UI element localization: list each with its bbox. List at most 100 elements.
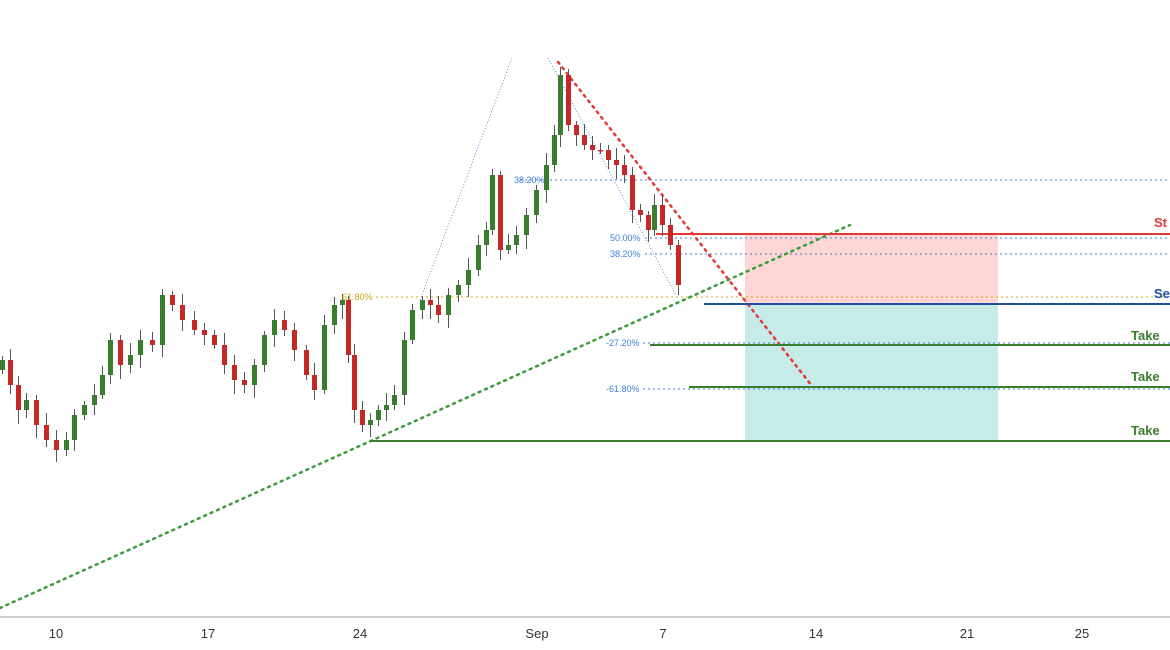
candle-up [262, 335, 267, 365]
candle-up [100, 375, 105, 395]
candle-up [252, 365, 257, 385]
candle-up [534, 190, 539, 215]
candle-up [524, 215, 529, 235]
candle-down [16, 385, 21, 410]
x-tick-label: 24 [353, 626, 367, 641]
candle-up [128, 355, 133, 365]
candle-up [340, 300, 345, 305]
candle-down [312, 375, 317, 390]
candle-up [160, 295, 165, 345]
candle-down [242, 380, 247, 385]
candle-up [446, 295, 451, 315]
candle-up [544, 165, 549, 190]
candle-down [170, 295, 175, 305]
candle-up [272, 320, 277, 335]
candle-up [138, 340, 143, 355]
candle-down [606, 150, 611, 160]
candle-down [360, 410, 365, 425]
fib-label-ext-618: -61.80% [606, 384, 640, 394]
fib-label-618-gold: 61.80% [342, 292, 373, 302]
candle-down [44, 425, 49, 440]
candle-up [82, 405, 87, 415]
x-tick-label: 21 [960, 626, 974, 641]
x-tick-label: 25 [1075, 626, 1089, 641]
candle-down [646, 215, 651, 230]
candle-up [484, 230, 489, 245]
candle-down [428, 300, 433, 305]
fib-label-382-top: 38.20% [514, 175, 545, 185]
x-tick-label: 7 [659, 626, 666, 641]
candle-down [660, 205, 665, 225]
stop-loss-label: St [1154, 215, 1168, 230]
candle-down [668, 225, 673, 245]
candle-down [212, 335, 217, 345]
fib-label-500: 50.00% [610, 233, 641, 243]
candle-down [498, 175, 503, 250]
candle-down [54, 440, 59, 450]
candle-down [118, 340, 123, 365]
candle-up [0, 360, 5, 370]
candle-down [150, 340, 155, 345]
candle-up [64, 440, 69, 450]
candle-down [590, 145, 595, 150]
x-tick-label: 14 [809, 626, 823, 641]
candle-down [582, 135, 587, 145]
candle-down [638, 210, 643, 215]
candle-up [72, 415, 77, 440]
candle-down [34, 400, 39, 425]
fib-leg-up [419, 57, 513, 301]
candle-up [384, 405, 389, 410]
candle-down [622, 165, 627, 175]
descending-trendline [556, 60, 814, 388]
candle-up [410, 310, 415, 340]
reward-zone [745, 304, 998, 441]
x-tick-label: Sep [525, 626, 548, 641]
candle-down [566, 75, 571, 125]
x-tick-label: 17 [201, 626, 215, 641]
candle-up [108, 340, 113, 375]
candle-up [420, 300, 425, 310]
candle-down [222, 345, 227, 365]
candle-down [304, 350, 309, 375]
candle-up [552, 135, 557, 165]
candle-down [614, 160, 619, 165]
candle-down [232, 365, 237, 380]
candle-down [282, 320, 287, 330]
candle-up [506, 245, 511, 250]
sell-label: Se [1154, 286, 1170, 301]
candle-down [352, 355, 357, 410]
candle-up [652, 205, 657, 230]
candle-up [332, 305, 337, 325]
candle-down [202, 330, 207, 335]
fib-label-382-mid: 38.20% [610, 249, 641, 259]
candle-down [180, 305, 185, 320]
risk-zone [745, 234, 998, 304]
candle-down [192, 320, 197, 330]
candle-up [92, 395, 97, 405]
candle-up [456, 285, 461, 295]
take-profit-3-label: Take [1131, 423, 1160, 438]
take-profit-2-label: Take [1131, 369, 1160, 384]
candle-up [24, 400, 29, 410]
candle-down [436, 305, 441, 315]
candle-down [598, 150, 603, 152]
ascending-trendline [0, 223, 852, 610]
candle-up [466, 270, 471, 285]
take-profit-1-label: Take [1131, 328, 1160, 343]
candle-down [676, 245, 681, 285]
candle-up [368, 420, 373, 425]
x-tick-label: 10 [49, 626, 63, 641]
candle-up [322, 325, 327, 390]
candle-up [376, 410, 381, 420]
candle-up [392, 395, 397, 405]
candle-down [630, 175, 635, 210]
candle-up [514, 235, 519, 245]
candle-down [292, 330, 297, 350]
candle-down [346, 300, 351, 355]
candles-group [0, 67, 681, 462]
candle-up [476, 245, 481, 270]
candle-up [490, 175, 495, 230]
candle-up [558, 75, 563, 135]
candle-down [8, 360, 13, 385]
